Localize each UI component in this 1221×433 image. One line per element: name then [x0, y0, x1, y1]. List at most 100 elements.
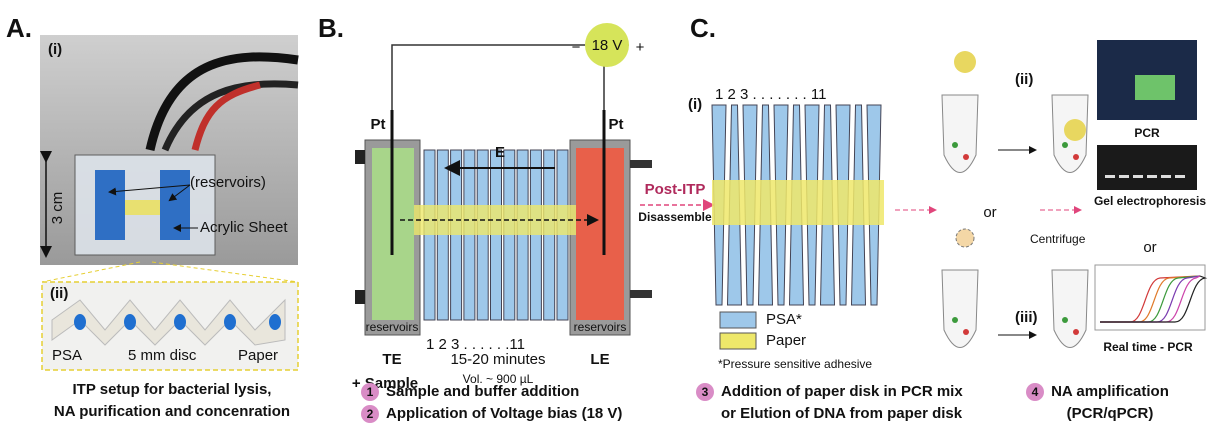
reservoir — [95, 170, 125, 240]
panel-label: C. — [690, 13, 716, 43]
paper-band — [712, 180, 884, 225]
gel-band — [1175, 175, 1185, 178]
polarity: − — [572, 39, 581, 56]
step-number: 1 — [367, 385, 374, 399]
screw — [630, 290, 652, 298]
bead — [952, 142, 958, 148]
step-number: 2 — [367, 407, 374, 421]
strip-numbering: 1 2 3 . . . . . .11 — [426, 336, 525, 353]
tube — [941, 269, 979, 348]
zoom-line — [41, 261, 299, 283]
panel-b: B. 18 V − + E Pt Pt reservoirs reservoir… — [318, 13, 652, 392]
or-label: or — [1143, 239, 1156, 256]
step-text: NA amplification — [1051, 383, 1169, 400]
step-text: Sample and buffer addition — [386, 383, 579, 400]
centrifuge-label: Centrifuge — [1030, 232, 1086, 246]
step-number: 4 — [1032, 385, 1039, 399]
caption: NA purification and concenration — [54, 403, 290, 420]
pcr-screen — [1135, 75, 1175, 100]
strip-numbering: 1 2 3 . . . . . . . 11 — [715, 86, 826, 103]
or-label: or — [983, 204, 996, 221]
bead — [963, 329, 969, 335]
amplification-curve — [1100, 275, 1208, 323]
clip — [355, 150, 365, 164]
tube — [941, 94, 979, 173]
cable — [145, 52, 299, 151]
bead — [1073, 329, 1079, 335]
clip — [355, 290, 365, 304]
scale-label: 3 cm — [49, 192, 66, 225]
electrode-label: Pt — [371, 116, 386, 133]
cable — [191, 81, 261, 151]
caption: ITP setup for bacterial lysis, — [73, 381, 272, 398]
legend-swatch — [719, 311, 757, 329]
panel-c: C. Post-ITP Disassemble (i) 1 2 3 . . . … — [638, 13, 1208, 371]
paper-disk — [1064, 119, 1086, 141]
volume-label: Vol. ~ 900 µL — [463, 372, 534, 386]
sub-label: (ii) — [50, 285, 68, 302]
bead — [952, 317, 958, 323]
gel-band — [1119, 175, 1129, 178]
footnote: *Pressure sensitive adhesive — [718, 357, 872, 371]
legend-label: Paper — [766, 332, 806, 349]
reservoir — [160, 170, 190, 240]
gel-band — [1133, 175, 1143, 178]
cable — [161, 80, 299, 152]
step-badge — [1026, 383, 1044, 401]
pointer — [108, 184, 191, 196]
centrifuge-icon — [955, 228, 975, 248]
electrode-label: Pt — [609, 116, 624, 133]
panel-label: B. — [318, 13, 344, 43]
step-badge — [696, 383, 714, 401]
polarity: + — [636, 39, 645, 56]
sub-label: (i) — [688, 96, 702, 113]
paper-disk — [954, 51, 976, 73]
gel-band — [1161, 175, 1171, 178]
steps: 1 Sample and buffer addition 2 Application … — [361, 383, 1169, 423]
bead — [1062, 142, 1068, 148]
bead — [1062, 317, 1068, 323]
le-label: LE — [590, 351, 609, 368]
disc — [224, 314, 236, 330]
step-text: (PCR/qPCR) — [1067, 405, 1154, 422]
pointer — [168, 184, 191, 202]
sub-label: (ii) — [1015, 71, 1033, 88]
step-text: Addition of paper disk in PCR mix — [721, 383, 963, 400]
disc — [174, 314, 186, 330]
reservoir-label: reservoirs — [574, 320, 627, 334]
disc — [269, 314, 281, 330]
step-text: Application of Voltage bias (18 V) — [386, 405, 622, 422]
sub-label: (iii) — [1015, 309, 1038, 326]
sub-label: (i) — [48, 41, 62, 58]
gel-photo — [1097, 145, 1197, 190]
annotation: 5 mm disc — [128, 347, 197, 364]
step-badge — [361, 405, 379, 423]
time-label: 15-20 minutes — [450, 351, 545, 368]
field-label: E — [495, 144, 505, 161]
disc — [74, 314, 86, 330]
bead — [963, 154, 969, 160]
le-buffer — [576, 148, 624, 320]
disc — [124, 314, 136, 330]
qpcr-label: Real time - PCR — [1103, 340, 1193, 354]
voltage-source — [585, 23, 629, 67]
annotation: (reservoirs) — [190, 174, 266, 191]
annotation: Paper — [238, 347, 278, 364]
reservoir-label: reservoirs — [366, 320, 419, 334]
gel-label: Gel electrophoresis — [1094, 194, 1206, 208]
gel-band — [1105, 175, 1115, 178]
bead — [1073, 154, 1079, 160]
panel-label: A. — [6, 13, 32, 43]
screw — [630, 160, 652, 168]
folded-strip — [51, 298, 286, 346]
step-number: 3 — [702, 385, 709, 399]
step-badge — [361, 383, 379, 401]
panel-a: A. 3 cm (reservoirs) Acrylic Sheet (i) (… — [6, 13, 299, 420]
tube — [1051, 269, 1089, 348]
annotation: PSA — [52, 347, 82, 364]
qpcr-plot — [1094, 264, 1206, 331]
channel — [125, 200, 160, 215]
gel-band — [1147, 175, 1157, 178]
step-text: or Elution of DNA from paper disk — [721, 405, 963, 422]
